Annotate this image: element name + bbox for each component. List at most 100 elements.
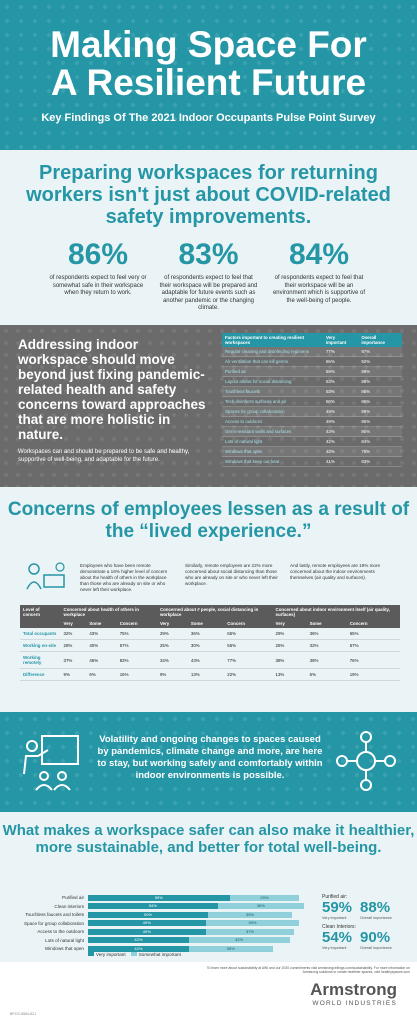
addressing-section: Addressing indoor workspace should move … — [0, 325, 417, 487]
factor-value: 53% — [322, 386, 359, 397]
cell-value: 40% — [86, 639, 117, 652]
cell-value: 65% — [224, 628, 273, 640]
row-label: Working remotely — [20, 651, 61, 669]
table-subheader: Concern — [346, 619, 400, 628]
table-row: Access to outdoors 49% 86% — [222, 416, 402, 427]
highlight-values: 59% Very important 88% Overall importance — [322, 900, 412, 921]
legend-swatch — [88, 952, 94, 956]
intro-heading: Preparing workspaces for returning worke… — [26, 162, 391, 228]
bar-row: Clean interiors 54% 36% — [10, 903, 310, 911]
network-people-icon — [336, 731, 396, 791]
volatility-text: Volatility and ongoing changes to spaces… — [97, 734, 323, 781]
cell-value: 43% — [187, 651, 225, 669]
table-row: Tech disinfects surfaces and air 50% 86% — [222, 396, 402, 407]
factor-value: 80% — [358, 426, 402, 437]
highlight-sub: Very important — [322, 946, 347, 950]
table-row: Regular cleaning and disinfecting regime… — [222, 347, 402, 357]
cell-value: 36% — [187, 628, 225, 640]
importance-bar-chart: Purified air 59% 29% Clean interiors 54% 36% T… — [10, 894, 310, 954]
table-row: Difference 9% 6% 16% 9% 13% 22% 13% 6% 19% — [20, 668, 400, 681]
cell-value: 6% — [86, 668, 117, 681]
cell-value: 6% — [306, 668, 347, 681]
factor-value: 53% — [322, 376, 359, 387]
table-subheader: Some — [187, 619, 225, 628]
bar-very-important: 49% — [88, 928, 206, 935]
factor-label: Windows that open — [222, 446, 323, 457]
factor-label: Touchless faucets — [222, 386, 323, 397]
cell-value: 77% — [224, 651, 273, 669]
bar-category-label: Space for group collaboration — [23, 920, 84, 926]
table-subheader-row: Very Some Concern Very Some Concern Very Some Co… — [20, 619, 400, 628]
table-row: Total occupants 32% 43% 75% 29% 36% 65% 29% 36% 6… — [20, 628, 400, 640]
factor-value: 84% — [358, 436, 402, 447]
factor-value: 88% — [358, 376, 402, 387]
legend-label: Very important — [96, 952, 126, 957]
factor-value: 42% — [322, 446, 359, 457]
addressing-headline: Addressing indoor workspace should move … — [18, 337, 206, 442]
highlight-label: Clean Interiors: — [322, 924, 356, 930]
table-row: Spaces for group collaboration 49% 88% — [222, 406, 402, 417]
table-subheader: Very — [60, 619, 87, 628]
remote-worker-icon — [26, 562, 65, 590]
factor-value: 88% — [358, 366, 402, 377]
factor-label: Tech disinfects surfaces and air — [222, 396, 323, 407]
concern-note: Employees who have been remote demonstra… — [80, 563, 168, 592]
cell-value: 32% — [306, 639, 347, 652]
highlight-value: 90% — [360, 929, 391, 946]
table-subheader: Concern — [224, 619, 273, 628]
factor-value: 76% — [358, 446, 402, 457]
factor-value: 86% — [358, 416, 402, 427]
highlight-sub: Overall importance — [360, 946, 392, 950]
bar-somewhat-important: 39% — [205, 920, 300, 927]
factor-value: 77% — [322, 347, 359, 357]
bar-somewhat-important: 36% — [217, 903, 304, 910]
brand-sub: WORLD INDUSTRIES — [312, 1000, 397, 1007]
bar-track: 49% 37% — [88, 928, 295, 935]
cell-value: 36% — [306, 628, 347, 640]
factors-table: Factors important to creating resilient … — [222, 333, 402, 467]
bar-category-label: Purified air — [62, 895, 84, 901]
cell-value: 38% — [306, 651, 347, 669]
concerns-section: Concerns of employees lessen as a result… — [0, 487, 417, 712]
cell-value: 83% — [116, 651, 157, 669]
concern-note: Similarly, remote employees are 22% more… — [185, 563, 278, 586]
factor-value: 86% — [358, 396, 402, 407]
header-banner: Making Space For A Resilient Future Key … — [0, 0, 417, 150]
stat-card: 83% of respondents expect to feel that t… — [159, 238, 259, 313]
cell-value: 28% — [60, 639, 87, 652]
cell-value: 76% — [346, 651, 400, 669]
chart-legend: Very important Somewhat important — [88, 952, 181, 957]
cell-value: 75% — [116, 628, 157, 640]
table-subheader: Some — [86, 619, 117, 628]
bar-row: Space for group collaboration 49% 39% — [10, 920, 310, 928]
cell-value: 19% — [346, 668, 400, 681]
bar-row: Lots of natural light 42% 42% — [10, 937, 310, 945]
bar-row: Purified air 59% 29% — [10, 894, 310, 902]
factor-label: Access to outdoors — [222, 416, 323, 427]
concerns-heading: Concerns of employees lessen as a result… — [7, 499, 410, 542]
table-header: Very important — [322, 333, 359, 347]
concerns-table: Level of concern Concerned about health … — [20, 605, 400, 681]
stat-card: 84% of respondents expect to feel that t… — [269, 238, 369, 313]
cell-value: 29% — [272, 628, 307, 640]
table-row: Working remotely 37% 46% 83% 34% 43% 77% 38% 38%… — [20, 651, 400, 669]
table-row: Windows that open 42% 76% — [222, 446, 402, 457]
table-header: Level of concern — [20, 605, 61, 619]
concern-note: And lastly, remote employees are 19% mor… — [290, 563, 381, 580]
factor-label: Lots of natural light — [222, 436, 323, 447]
factors-table-body: Regular cleaning and disinfecting regime… — [222, 347, 402, 467]
row-label: Difference — [20, 668, 61, 681]
table-header: Overall importance — [358, 333, 402, 347]
bar-category-label: Clean interiors — [54, 903, 84, 909]
cell-value: 25% — [272, 639, 307, 652]
table-header: Factors important to creating resilient … — [222, 333, 323, 347]
stat-value: 83% — [178, 238, 239, 271]
stat-row: 86% of respondents expect to feel very o… — [0, 228, 417, 313]
cell-value: 16% — [116, 668, 157, 681]
legend-label: Somewhat important — [138, 952, 181, 957]
bar-somewhat-important: 42% — [188, 937, 290, 944]
factor-value: 49% — [322, 406, 359, 417]
cell-value: 29% — [156, 628, 188, 640]
bar-somewhat-important: 37% — [205, 928, 295, 935]
table-row: Layout allows for social distancing 53% 88… — [222, 376, 402, 387]
